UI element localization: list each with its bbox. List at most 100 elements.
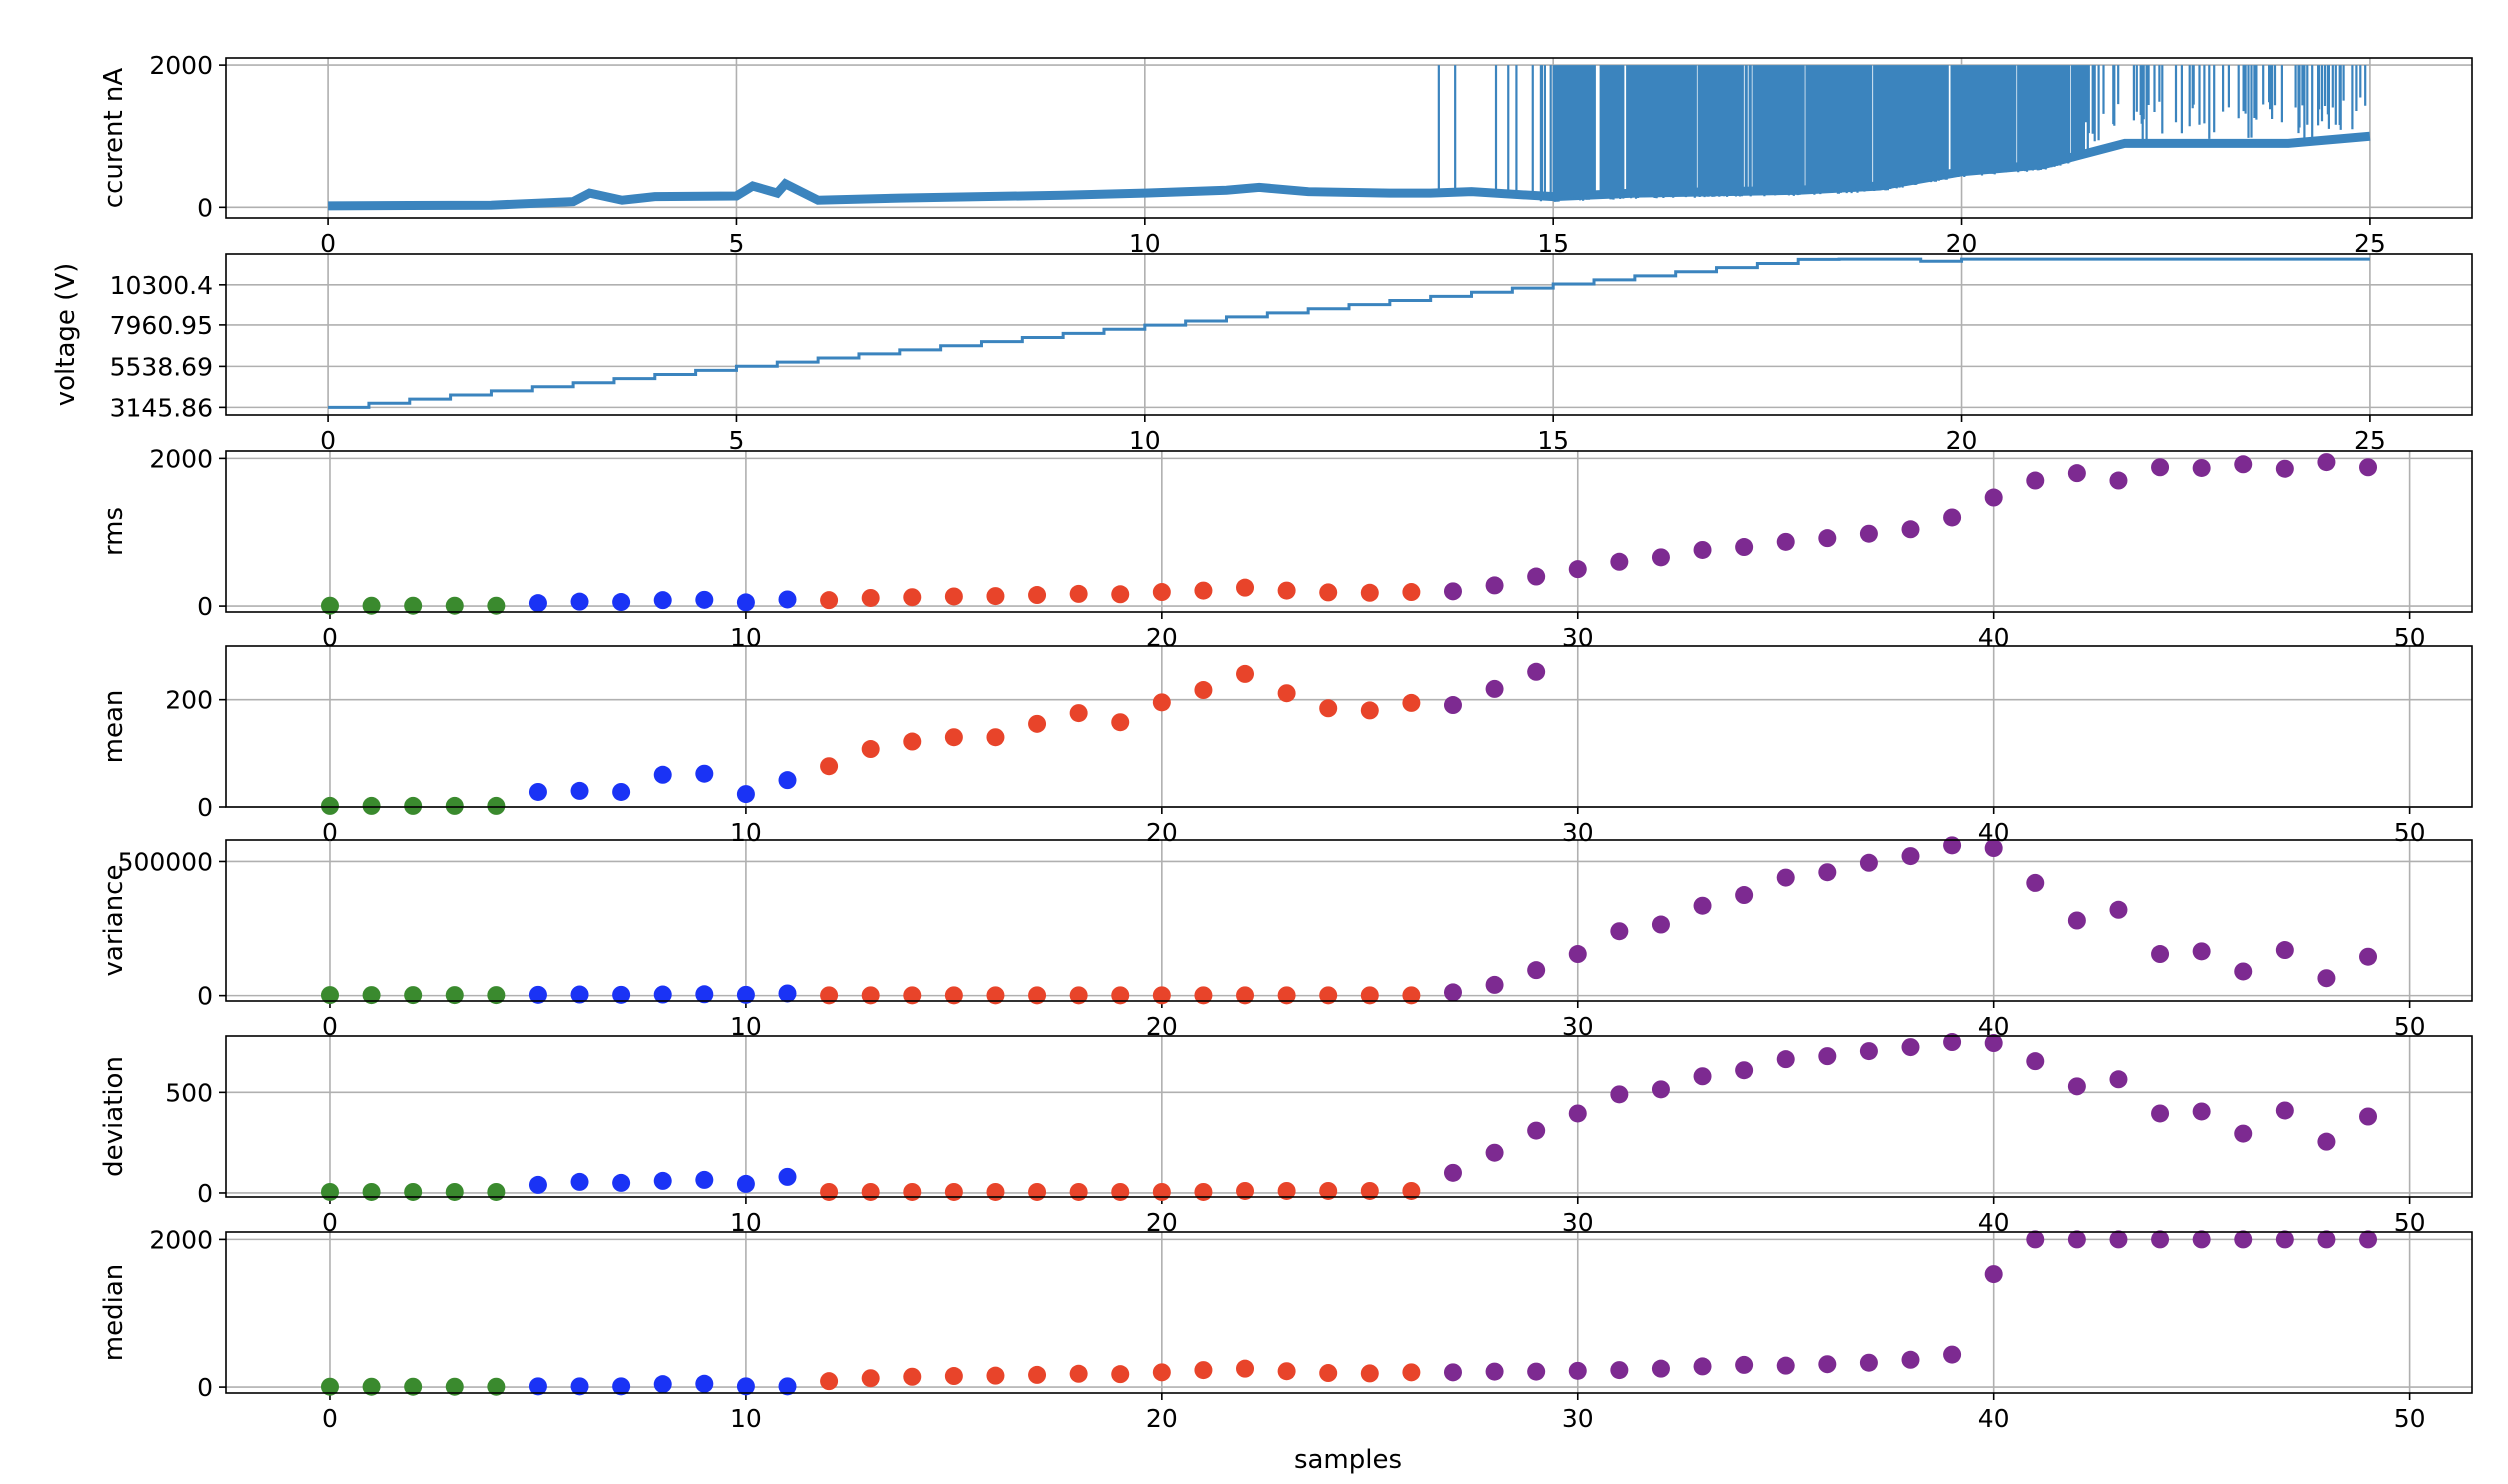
- data-point: [1319, 986, 1338, 1005]
- data-point: [1236, 1181, 1255, 1200]
- data-point: [986, 1366, 1005, 1385]
- axes-frame: [225, 1231, 2473, 1394]
- data-point: [1443, 696, 1462, 715]
- data-point: [1527, 662, 1546, 681]
- data-point: [2067, 464, 2086, 483]
- data-point: [570, 985, 589, 1004]
- data-point: [2317, 1132, 2336, 1151]
- x-tick-label: 0: [320, 229, 336, 258]
- data-point: [1568, 945, 1587, 964]
- data-point: [861, 588, 880, 607]
- data-point: [1028, 986, 1047, 1005]
- data-point: [903, 588, 922, 607]
- data-point: [570, 592, 589, 611]
- data-point: [1485, 975, 1504, 994]
- data-point: [1319, 1181, 1338, 1200]
- data-point: [1859, 853, 1878, 872]
- data-point: [1028, 714, 1047, 733]
- data-point: [736, 1174, 755, 1193]
- data-point: [1943, 1345, 1962, 1364]
- data-point: [736, 1377, 755, 1396]
- y-axis-label: voltage (V): [51, 263, 81, 406]
- data-point: [1818, 863, 1837, 882]
- data-point: [1319, 583, 1338, 602]
- x-tick-label: 10: [730, 1404, 762, 1433]
- data-point: [1818, 1355, 1837, 1374]
- data-point: [1984, 1265, 2003, 1284]
- x-tick-label: 30: [1562, 1404, 1594, 1433]
- data-point: [528, 1175, 547, 1194]
- data-point: [1943, 508, 1962, 527]
- data-point: [903, 732, 922, 751]
- data-point: [1360, 986, 1379, 1005]
- data-point: [2109, 471, 2128, 490]
- data-point: [528, 594, 547, 613]
- y-axis-label: rms: [99, 507, 129, 556]
- x-tick-label: 5: [729, 426, 745, 455]
- data-point: [653, 1171, 672, 1190]
- y-axis-label: variance: [99, 865, 129, 977]
- data-point: [778, 771, 797, 790]
- data-point: [2359, 1107, 2378, 1126]
- data-point: [653, 765, 672, 784]
- data-point: [1402, 583, 1421, 602]
- data-point: [570, 1172, 589, 1191]
- x-tick-label: 15: [1537, 426, 1569, 455]
- data-point: [2317, 969, 2336, 988]
- y-tick-label: 0: [197, 1373, 213, 1402]
- data-point: [1485, 1143, 1504, 1162]
- x-tick-label: 40: [1978, 1404, 2010, 1433]
- y-axis-label: median: [99, 1264, 129, 1361]
- data-point: [2359, 1230, 2378, 1249]
- data-point: [1443, 1163, 1462, 1182]
- data-point: [1069, 704, 1088, 723]
- y-tick-label: 2000: [149, 444, 213, 473]
- data-point: [944, 587, 963, 606]
- data-point: [1069, 1182, 1088, 1201]
- data-point: [2359, 947, 2378, 966]
- data-point: [528, 985, 547, 1004]
- y-tick-label: 0: [197, 793, 213, 822]
- data-point: [2192, 458, 2211, 477]
- data-point: [487, 796, 506, 815]
- data-point: [1527, 961, 1546, 980]
- data-point: [1069, 584, 1088, 603]
- x-tick-label: 20: [1146, 1404, 1178, 1433]
- data-point: [1111, 585, 1130, 604]
- x-tick-label: 15: [1537, 229, 1569, 258]
- x-tick-label: 25: [2354, 229, 2386, 258]
- data-point: [944, 986, 963, 1005]
- x-tick-label: 0: [322, 623, 338, 652]
- y-tick-label: 10300.4: [110, 271, 213, 300]
- data-point: [1943, 1033, 1962, 1052]
- data-point: [1651, 1080, 1670, 1099]
- data-point: [2067, 911, 2086, 930]
- data-point: [1735, 886, 1754, 905]
- data-point: [1402, 1181, 1421, 1200]
- data-point: [1859, 524, 1878, 543]
- data-point: [653, 1375, 672, 1394]
- data-point: [2151, 1230, 2170, 1249]
- data-point: [362, 596, 381, 615]
- data-point: [944, 1367, 963, 1386]
- data-point: [404, 796, 423, 815]
- data-point: [1735, 1355, 1754, 1374]
- data-point: [1776, 1050, 1795, 1069]
- data-point: [1901, 847, 1920, 866]
- data-point: [1443, 1363, 1462, 1382]
- data-point: [1111, 713, 1130, 732]
- data-point: [1735, 1061, 1754, 1080]
- data-point: [1402, 693, 1421, 712]
- data-point: [1610, 922, 1629, 941]
- data-point: [1360, 701, 1379, 720]
- data-point: [861, 1369, 880, 1388]
- data-point: [1236, 578, 1255, 597]
- data-point: [2067, 1077, 2086, 1096]
- data-point: [1818, 1047, 1837, 1066]
- data-point: [1028, 1182, 1047, 1201]
- x-tick-label: 25: [2354, 426, 2386, 455]
- axes-frame: [225, 839, 2473, 1002]
- data-point: [1610, 1085, 1629, 1104]
- current-spikes: [1437, 65, 2367, 202]
- data-point: [861, 740, 880, 759]
